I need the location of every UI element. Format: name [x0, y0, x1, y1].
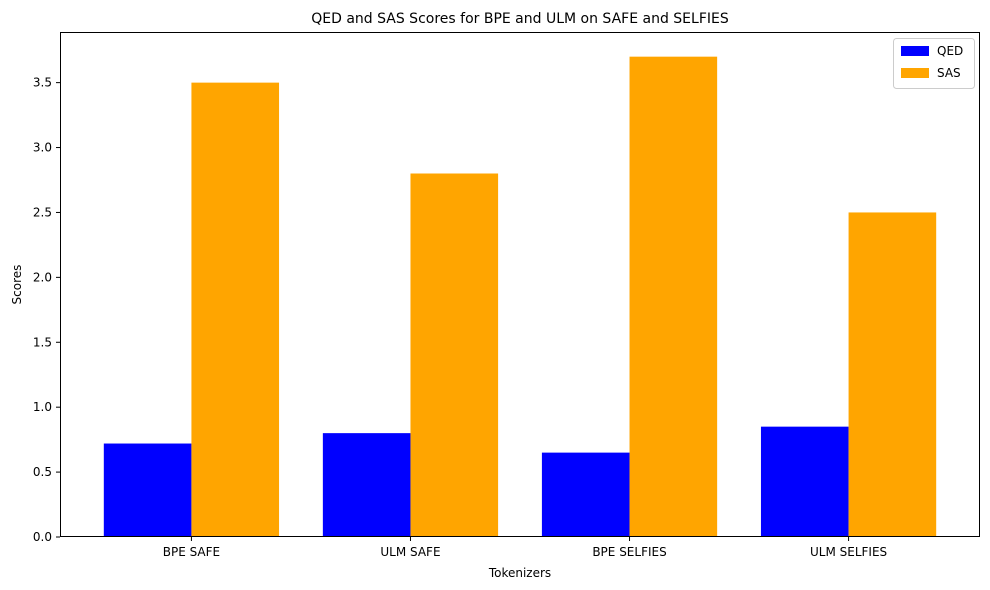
y-tick-label: 0.0	[33, 530, 52, 544]
bar-sas-1	[410, 173, 499, 538]
x-tick-label: BPE SAFE	[163, 545, 220, 559]
y-tick-label: 2.5	[33, 205, 52, 219]
bar-sas-2	[629, 56, 718, 538]
bar-sas-0	[191, 82, 280, 537]
legend-swatch-sas	[901, 68, 929, 78]
plot-frame	[60, 32, 980, 537]
x-axis: BPE SAFE ULM SAFE BPE SELFIES ULM SELFIES	[163, 537, 887, 559]
legend: QED SAS	[893, 38, 975, 89]
legend-swatch-qed	[901, 46, 929, 56]
x-axis-title: Tokenizers	[488, 566, 551, 580]
bar-qed-0	[103, 443, 192, 537]
bar-qed-1	[322, 433, 411, 537]
y-tick-label: 3.5	[33, 76, 52, 90]
y-tick-label: 1.5	[33, 335, 52, 349]
y-tick-label: 3.0	[33, 141, 52, 155]
bar-qed-2	[541, 452, 630, 537]
bar-qed-3	[760, 426, 849, 537]
y-axis-title: Scores	[10, 265, 24, 305]
y-tick-label: 0.5	[33, 465, 52, 479]
x-tick-label: BPE SELFIES	[592, 545, 666, 559]
legend-label-qed: QED	[937, 44, 963, 58]
legend-label-sas: SAS	[937, 66, 961, 80]
bars-layer	[103, 56, 937, 538]
y-tick-label: 2.0	[33, 270, 52, 284]
x-tick-label: ULM SAFE	[380, 545, 440, 559]
y-axis: 0.0 0.5 1.0 1.5 2.0 2.5 3.0 3.5	[33, 76, 60, 544]
chart-title: QED and SAS Scores for BPE and ULM on SA…	[311, 11, 729, 27]
y-tick-label: 1.0	[33, 400, 52, 414]
bar-sas-3	[848, 212, 937, 537]
x-tick-label: ULM SELFIES	[810, 545, 887, 559]
